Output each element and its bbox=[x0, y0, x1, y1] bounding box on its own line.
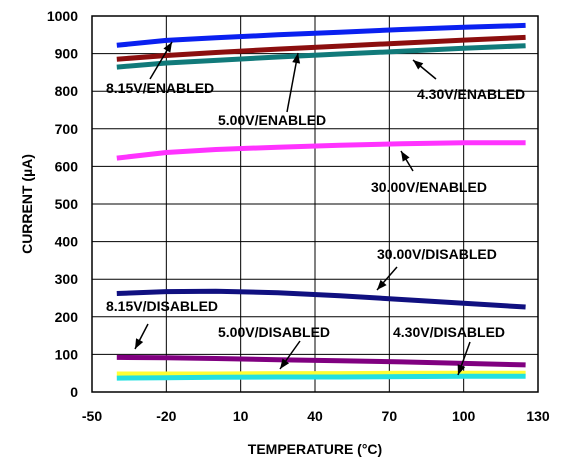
x-tick-label: 70 bbox=[382, 408, 398, 424]
y-tick-label: 1000 bbox=[47, 8, 78, 24]
x-tick-label: 100 bbox=[452, 408, 476, 424]
annotation-label: 5.00V/DISABLED bbox=[218, 324, 330, 340]
series-line bbox=[116, 43, 526, 70]
annotation-label: 30.00V/ENABLED bbox=[371, 179, 487, 195]
y-axis-title: CURRENT (µA) bbox=[19, 154, 35, 254]
x-tick-labels: -50 -20 10 40 70 100 130 bbox=[82, 408, 550, 424]
y-tick-labels: 0 100 200 300 400 500 600 700 800 900 1000 bbox=[47, 8, 78, 400]
annotation-arrowhead bbox=[292, 53, 301, 64]
annotation-arrowhead bbox=[377, 279, 387, 290]
x-axis-title: TEMPERATURE (°C) bbox=[248, 441, 382, 457]
grid-lines bbox=[92, 16, 538, 392]
x-tick-label: 40 bbox=[307, 408, 323, 424]
x-tick-label: 10 bbox=[233, 408, 249, 424]
annotation-label: 30.00V/DISABLED bbox=[377, 246, 497, 262]
annotation-arrowhead bbox=[413, 60, 424, 70]
series-line bbox=[116, 354, 526, 368]
annotation-arrowhead bbox=[135, 338, 144, 349]
annotation-arrowhead bbox=[401, 151, 410, 162]
series-line bbox=[116, 370, 526, 377]
series-line bbox=[116, 22, 526, 48]
y-tick-label: 300 bbox=[55, 271, 79, 287]
y-tick-label: 900 bbox=[55, 46, 79, 62]
annotation-label: 5.00V/ENABLED bbox=[218, 112, 326, 128]
annotation-arrowhead bbox=[163, 42, 172, 53]
y-tick-label: 0 bbox=[70, 384, 78, 400]
y-tick-label: 500 bbox=[55, 196, 79, 212]
y-tick-label: 100 bbox=[55, 346, 79, 362]
series-line bbox=[116, 140, 526, 161]
y-tick-label: 200 bbox=[55, 309, 79, 325]
series-line bbox=[116, 288, 526, 310]
annotation-label: 8.15V/DISABLED bbox=[106, 298, 218, 314]
x-tick-label: -50 bbox=[82, 408, 102, 424]
annotation-label: 8.15V/ENABLED bbox=[106, 80, 214, 96]
annotation-label: 4.30V/ENABLED bbox=[417, 86, 525, 102]
y-tick-label: 800 bbox=[55, 83, 79, 99]
y-tick-label: 700 bbox=[55, 121, 79, 137]
annotation-arrowhead bbox=[457, 364, 466, 375]
annotation-arrowhead bbox=[280, 358, 290, 369]
annotation-label: 4.30V/DISABLED bbox=[393, 324, 505, 340]
x-tick-label: -20 bbox=[156, 408, 176, 424]
x-tick-label: 130 bbox=[526, 408, 550, 424]
series-line bbox=[116, 373, 526, 381]
y-tick-label: 400 bbox=[55, 234, 79, 250]
y-tick-label: 600 bbox=[55, 158, 79, 174]
series-lines bbox=[116, 22, 526, 381]
series-line bbox=[116, 34, 526, 62]
annotation-arrow bbox=[286, 52, 299, 113]
